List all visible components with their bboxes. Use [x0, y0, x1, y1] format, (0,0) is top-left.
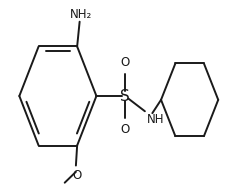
Text: S: S [120, 89, 130, 103]
Text: O: O [72, 169, 82, 182]
Text: O: O [120, 56, 130, 69]
Text: O: O [120, 123, 130, 136]
Text: NH: NH [148, 113, 165, 126]
Text: NH₂: NH₂ [70, 8, 92, 21]
